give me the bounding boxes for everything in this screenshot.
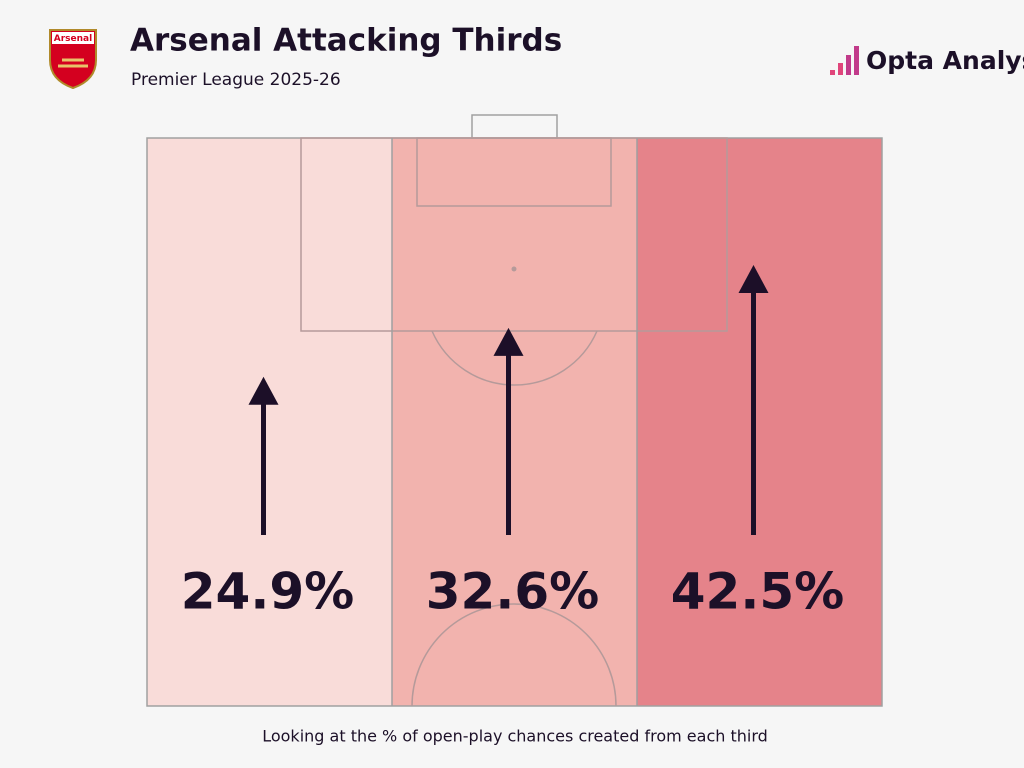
badge: Arsenal (49, 29, 97, 90)
value-label: 42.5% (671, 563, 844, 621)
brand-logo: Opta Analyst (830, 46, 1024, 75)
arrow-head (738, 265, 769, 293)
thirds (147, 138, 882, 706)
brand-text: Opta Analyst (866, 46, 1024, 75)
chart-subtitle: Premier League 2025-26 (131, 70, 341, 90)
value-label: 24.9% (181, 563, 354, 621)
arrow-head (493, 327, 524, 356)
arrow-head (248, 376, 279, 405)
arrow (248, 376, 279, 535)
chart-title: Arsenal Attacking Thirds (130, 23, 562, 59)
third-zone (392, 138, 637, 706)
badge-text: Arsenal (54, 34, 92, 44)
third-zone (637, 138, 882, 706)
third-zone (147, 138, 392, 706)
arrow (738, 265, 769, 535)
marks: 24.9% 32.6% 42.5% (181, 265, 844, 621)
arrow (493, 327, 524, 535)
pitch-markings (146, 114, 883, 707)
value-label: 32.6% (426, 563, 599, 621)
footnote: Looking at the % of open-play chances cr… (262, 727, 768, 746)
